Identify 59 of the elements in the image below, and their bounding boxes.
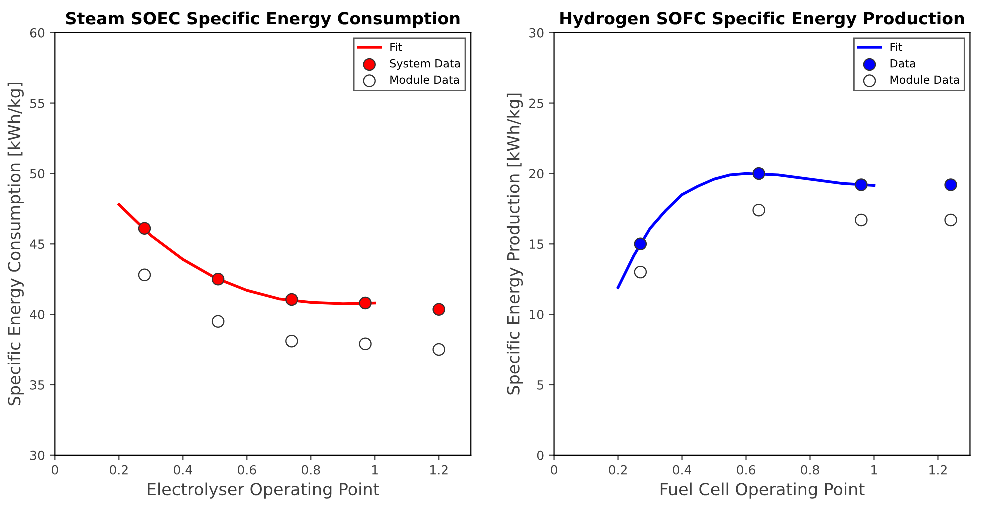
legend-label: Module Data [890,76,960,84]
y-tick-label: 25 [530,98,544,108]
x-tick-label: 0.4 [174,465,192,475]
point [138,268,152,282]
y-tick-label: 50 [30,169,45,179]
point [944,178,958,192]
x-tick-label: 0 [52,465,58,475]
point [432,343,446,356]
x-axis-title: Electrolyser Operating Point [148,482,380,499]
point [855,178,868,192]
x-tick-label: 0.4 [673,465,692,475]
legend-label: Fit [890,42,903,52]
x-tick-label: 1.2 [430,465,448,475]
x-tick-label: 0.6 [238,465,256,475]
point [359,338,372,351]
y-tick-label: 30 [530,28,544,38]
legend-label: Data [890,60,916,68]
y-axis-title: Specific Energy Consumption [kWh/kg] [8,83,24,406]
y-axis-title: Specific Energy Production [kWh/kg] [506,94,524,395]
y-tick-label: 60 [30,28,45,38]
y-tick-label: 40 [30,310,45,320]
point [286,293,298,306]
legend-label: Module Data [390,76,460,84]
x-tick-label: 1.2 [930,465,947,475]
point [138,222,152,236]
y-tick-label: 35 [30,380,44,390]
point [634,266,648,279]
x-tick-label: 0.8 [801,465,820,475]
y-tick-label: 10 [530,310,544,320]
x-tick-label: 1 [872,466,878,475]
y-tick-label: 0 [537,450,544,460]
point [944,214,958,227]
x-axis-title: Fuel Cell Operating Point [660,482,865,499]
legend-label: System Data [390,59,460,70]
legend-label: Fit [390,42,402,52]
line-series [118,203,377,306]
point [212,272,225,286]
point [634,238,648,251]
x-tick-label: 0.8 [302,465,320,475]
chart-title: Steam SOEC Specific Energy Consumption [66,12,460,28]
x-tick-label: 0 [551,465,558,475]
x-tick-label: 1 [372,466,378,475]
point [752,167,766,180]
x-tick-label: 0.2 [110,465,128,475]
point [855,214,868,227]
point [286,334,298,348]
y-tick-label: 15 [530,240,544,250]
x-tick-label: 0.6 [737,465,756,475]
point [212,315,225,328]
y-tick-label: 45 [30,240,44,250]
point [752,204,766,217]
y-tick-label: 30 [30,450,45,460]
point [432,303,446,316]
point [359,296,372,310]
y-tick-label: 20 [530,169,544,179]
y-tick-label: 5 [538,380,544,390]
chart-title: Hydrogen SOFC Specific Energy Production [560,12,964,28]
x-tick-label: 0.2 [609,465,627,475]
y-tick-label: 55 [30,98,44,108]
